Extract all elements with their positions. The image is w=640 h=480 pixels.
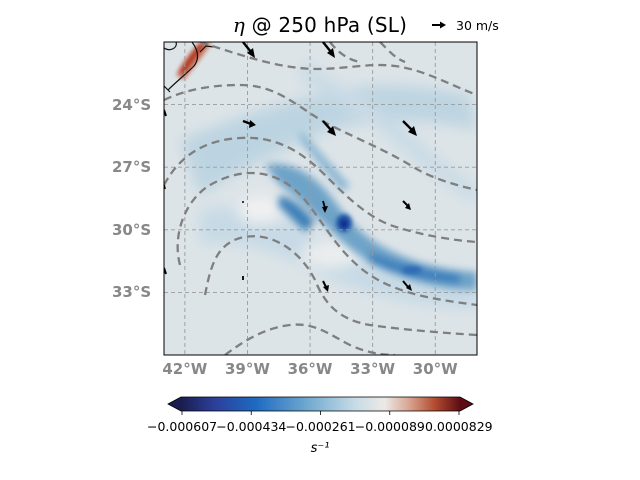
map-title: η @ 250 hPa (SL) [232,13,408,37]
height-contour [164,83,477,192]
wind-arrow [402,280,412,291]
wind-arrow [242,42,255,58]
colorbar-gradient [181,397,460,411]
map-field [164,42,477,355]
colorbar [167,396,474,415]
wind-arrow [322,280,329,292]
lat-label: 30°S [112,220,152,239]
wind-arrow [322,42,335,58]
lat-label: 24°S [112,95,152,114]
wind-arrow [322,120,336,136]
lon-label: 39°W [224,360,270,378]
colorbar-extend-high [460,397,473,411]
lat-label: 33°S [112,283,152,302]
colorbar-tick-label: −0.000607 [147,419,218,434]
height-contour [164,136,477,244]
height-contour [176,171,477,307]
height-contours [164,42,477,355]
colorbar-tick-label: −0.000261 [285,419,356,434]
colorbar-tick-label: −0.000089 [354,419,425,434]
wind-arrow [402,120,417,136]
map-frame [163,41,478,356]
colorbar-tick-label: 0.0000829 [425,419,493,434]
vorticity-core [336,214,422,274]
wind-arrow [402,200,411,210]
quiver-key: 30 m/s [432,17,499,33]
lon-label: 33°W [350,360,396,378]
wind-vectors [164,42,417,292]
height-contour [329,42,406,64]
lon-label: 42°W [162,360,208,378]
gridlines [164,42,477,355]
wind-arrow [322,200,328,213]
colorbar-ticks [181,411,460,415]
colorbar-outline [167,396,474,412]
coastline [164,42,215,93]
vorticity-broad-band [180,60,477,310]
lon-label: 30°W [412,360,458,378]
colorbar-tick-label: −0.000434 [216,419,287,434]
height-contour [203,235,477,337]
quiver-key-arrow [432,21,446,29]
wind-arrow [242,119,256,128]
colorbar-unit: s⁻¹ [310,441,330,456]
quiver-key-label: 30 m/s [456,17,499,33]
height-contour [199,42,477,97]
lon-label: 36°W [287,360,333,378]
height-contour [224,323,396,355]
lat-label: 27°S [112,158,152,177]
colorbar-extend-low [168,397,181,411]
